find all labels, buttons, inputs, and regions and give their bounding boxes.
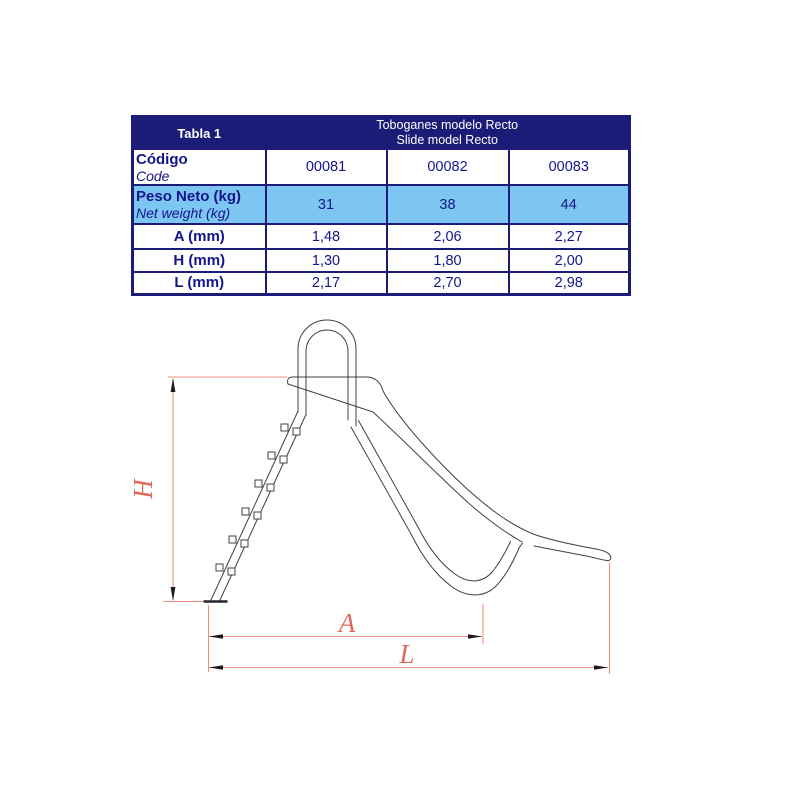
handrail-inner — [305, 329, 349, 421]
row-label-h: H (mm) — [131, 248, 267, 273]
l-dimension-label: L — [398, 639, 414, 669]
handrail-outer — [297, 319, 357, 427]
l-arrow-left — [209, 665, 223, 670]
chute-tube-inner — [358, 420, 511, 582]
table-row-peso: Peso Neto (kg) Net weight (kg) 31 38 44 — [131, 184, 631, 225]
row-label-l: L (mm) — [131, 271, 267, 295]
a-value-3: 2,27 — [507, 223, 631, 250]
deck-top-edge — [367, 376, 612, 562]
table-title-line2: Slide model Recto — [396, 133, 498, 147]
table-row-h: H (mm) 1,30 1,80 2,00 — [131, 248, 631, 273]
table-title: Toboganes modelo Recto Slide model Recto — [264, 115, 631, 150]
codigo-value-2: 00082 — [385, 148, 510, 186]
slide-outline — [203, 319, 612, 603]
table-row-codigo: Código Code 00081 00082 00083 — [131, 148, 631, 186]
a-dimension-label: A — [337, 608, 356, 638]
table-header-row: Tabla 1 Toboganes modelo Recto Slide mod… — [131, 115, 631, 150]
peso-value-2: 38 — [385, 184, 510, 225]
table-row-l: L (mm) 2,17 2,70 2,98 — [131, 271, 631, 295]
h-arrow-down — [170, 587, 176, 601]
a-arrow-right — [468, 634, 482, 639]
table-row-a: A (mm) 1,48 2,06 2,27 — [131, 223, 631, 250]
table-title-line1: Toboganes modelo Recto — [376, 118, 519, 132]
codigo-value-3: 00083 — [507, 148, 631, 186]
l-arrow-right — [594, 665, 608, 670]
peso-value-1: 31 — [264, 184, 388, 225]
l-value-1: 2,17 — [264, 271, 388, 295]
chute-tube-outer — [350, 426, 523, 596]
a-arrow-left — [209, 634, 223, 639]
h-arrow-up — [170, 378, 176, 392]
row-label-a: A (mm) — [131, 223, 267, 250]
l-value-3: 2,98 — [507, 271, 631, 295]
h-value-2: 1,80 — [385, 248, 510, 273]
a-value-2: 2,06 — [385, 223, 510, 250]
codigo-value-1: 00081 — [264, 148, 388, 186]
l-value-2: 2,70 — [385, 271, 510, 295]
row-label-peso: Peso Neto (kg) Net weight (kg) — [131, 184, 267, 225]
row-label-codigo: Código Code — [131, 148, 267, 186]
platform-top — [287, 376, 369, 385]
deck-far-edge — [287, 383, 523, 543]
h-dimension-label: H — [128, 478, 158, 500]
h-value-3: 2,00 — [507, 248, 631, 273]
ladder-rail-outer — [210, 410, 299, 601]
h-value-1: 1,30 — [264, 248, 388, 273]
peso-value-3: 44 — [507, 184, 631, 225]
ladder-steps — [215, 423, 301, 576]
dimension-lines: H A L — [128, 376, 611, 674]
spec-table: Tabla 1 Toboganes modelo Recto Slide mod… — [131, 115, 631, 296]
table-corner-label: Tabla 1 — [131, 115, 267, 150]
a-value-1: 1,48 — [264, 223, 388, 250]
